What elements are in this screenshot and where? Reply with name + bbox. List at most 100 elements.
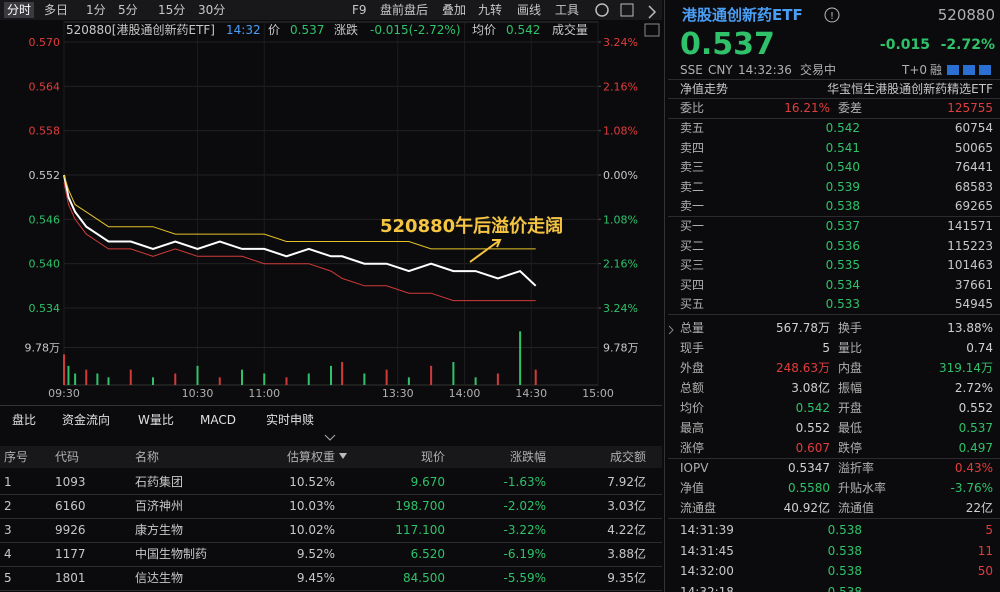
- volume-bar: [107, 377, 110, 385]
- window-icon[interactable]: [620, 3, 634, 17]
- bottom-tab[interactable]: W量比: [138, 413, 174, 427]
- volume-bar: [385, 369, 388, 385]
- table-cell: 6.520: [410, 547, 445, 561]
- volume-bar: [63, 354, 65, 385]
- collapse-icon[interactable]: [324, 434, 336, 441]
- level-volume: 115223: [947, 238, 993, 253]
- level-price: 0.537: [825, 219, 860, 233]
- column-header[interactable]: 代码: [55, 450, 80, 464]
- edit-icon[interactable]: [963, 65, 975, 75]
- table-cell: 9.45%: [296, 571, 335, 585]
- code: 520880[港股通创新药ETF]: [66, 23, 215, 37]
- tab[interactable]: 30分: [198, 3, 226, 17]
- stat-label: 最高: [680, 421, 705, 435]
- price-line: [63, 174, 537, 287]
- x-tick-label: 14:30: [515, 387, 547, 400]
- tab[interactable]: 15分: [158, 3, 186, 17]
- y-tick-label: 0.534: [29, 302, 61, 315]
- separator: [0, 566, 662, 567]
- bottom-tab[interactable]: 资金流向: [62, 413, 111, 427]
- volume-bar: [85, 369, 88, 385]
- column-header[interactable]: 序号: [4, 450, 29, 464]
- tool[interactable]: 工具: [555, 3, 580, 17]
- volume-bar: [152, 377, 154, 385]
- table-cell: -1.63%: [503, 475, 546, 489]
- stat-value: 13.88%: [947, 321, 993, 335]
- trade-cell: 0.538: [827, 523, 862, 537]
- level-price: 0.535: [825, 258, 860, 272]
- column-header[interactable]: 名称: [135, 450, 160, 464]
- intraday-chart: 0.570 0.564 0.558 0.552 0.546 0.540 0.534 3.24%…: [25, 21, 639, 400]
- bottom-tab[interactable]: MACD: [200, 413, 236, 427]
- volume-bar: [67, 365, 70, 385]
- margin: 融: [930, 63, 943, 77]
- table-cell: -2.02%: [503, 499, 546, 513]
- y2-tick-label: 0.00%: [603, 169, 638, 182]
- stat-value: 3.08亿: [791, 381, 830, 395]
- quote-change: -0.015: [879, 37, 930, 53]
- volume-bar: [363, 373, 366, 385]
- edit-icon[interactable]: [979, 65, 991, 75]
- volume-bar: [496, 373, 499, 385]
- column-header[interactable]: 成交额: [609, 450, 646, 464]
- column-header[interactable]: 现价: [420, 450, 445, 464]
- sort-icon[interactable]: [339, 453, 347, 459]
- annotation: 520880午后溢价走阔: [380, 215, 563, 237]
- tab[interactable]: 5分: [118, 3, 138, 17]
- column-header[interactable]: 估算权重: [286, 450, 335, 464]
- y-tick-label: 9.78万: [25, 342, 61, 355]
- volume-bar: [330, 365, 332, 385]
- stat-value: 2.72%: [954, 381, 993, 395]
- y-tick-label: 0.546: [29, 213, 61, 226]
- separator: [0, 590, 662, 591]
- bottom-tab[interactable]: 盘比: [12, 413, 37, 427]
- bottom-tab[interactable]: 实时申赎: [266, 413, 315, 427]
- trade-cell: 14:31:45: [680, 543, 734, 558]
- level: 买三: [680, 258, 705, 272]
- table-cell: 百济神州: [135, 499, 184, 513]
- stat-value: 22亿: [965, 501, 993, 515]
- level-price: 0.541: [825, 140, 860, 155]
- info-icon[interactable]: [824, 7, 840, 23]
- volume-bar: [519, 331, 522, 385]
- y-tick-label: 0.558: [29, 125, 61, 138]
- tool[interactable]: 画线: [517, 3, 542, 17]
- stat-label: 跌停: [838, 441, 863, 455]
- volume-bar: [285, 377, 288, 385]
- trade-cell: 0.538: [827, 564, 862, 578]
- avg: 0.542: [506, 23, 541, 37]
- stat-label: 均价: [680, 401, 705, 415]
- tab[interactable]: 1分: [86, 3, 106, 17]
- tool[interactable]: F9: [352, 3, 367, 17]
- trade-cell: 0.538: [827, 543, 862, 558]
- separator: [668, 118, 1000, 119]
- t0: T+0: [902, 63, 928, 77]
- expand-icon[interactable]: [648, 5, 657, 19]
- tool[interactable]: 九转: [478, 3, 503, 17]
- tab[interactable]: 分时: [4, 2, 35, 18]
- stat-label: 溢折率: [838, 461, 875, 475]
- stat-value: 567.78万: [776, 321, 830, 335]
- side-toggle[interactable]: [668, 325, 674, 335]
- y-tick-label: 0.540: [29, 258, 61, 271]
- tab[interactable]: 多日: [44, 3, 69, 17]
- nav-trend[interactable]: 净值走势: [680, 82, 729, 96]
- column-header[interactable]: 涨跌幅: [509, 450, 546, 464]
- label: 委差: [838, 101, 863, 115]
- tool[interactable]: 盘前盘后: [380, 3, 429, 17]
- settings-icon[interactable]: [595, 3, 609, 17]
- stat-value: 0.537: [958, 421, 993, 435]
- exchange: SSE: [680, 63, 703, 77]
- level-volume: 37661: [954, 277, 993, 292]
- table-cell: 117.100: [395, 523, 445, 537]
- tool[interactable]: 叠加: [442, 3, 467, 17]
- stat-value: 0.5580: [788, 481, 830, 495]
- table-cell: 7.92亿: [607, 475, 646, 489]
- volume-bar: [407, 377, 410, 385]
- edit-icon[interactable]: [947, 65, 959, 75]
- currency: CNY: [708, 63, 733, 77]
- level-price: 0.533: [825, 297, 860, 311]
- wp-icon[interactable]: [644, 23, 660, 37]
